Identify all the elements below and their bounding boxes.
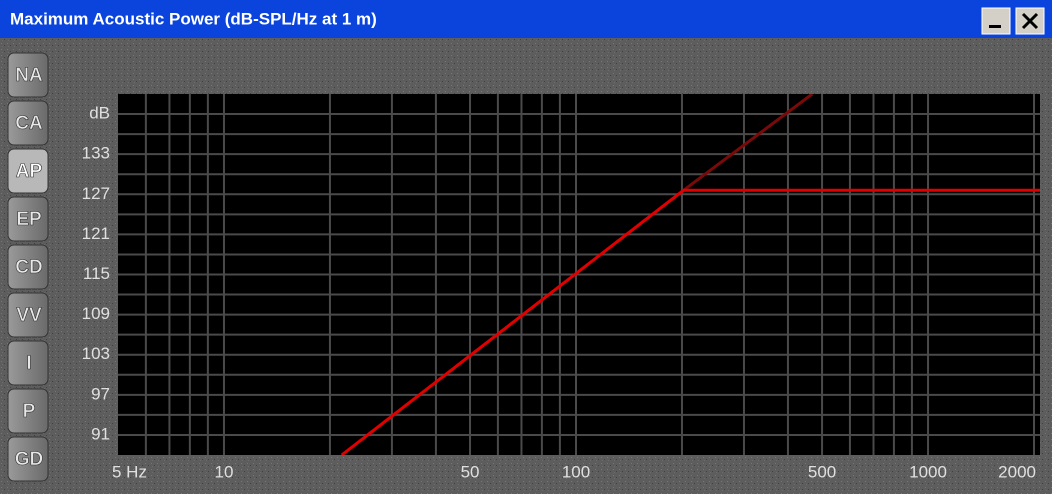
tab-shape <box>7 340 49 386</box>
minimize-button[interactable] <box>981 7 1011 35</box>
y-tick-label: dB <box>89 104 110 123</box>
tab-shape <box>7 388 49 434</box>
tab[interactable]: VV <box>7 292 49 338</box>
tab-label: AP <box>16 161 43 182</box>
tab-shape <box>7 52 49 98</box>
tab-label: VV <box>16 305 42 326</box>
y-tick-label: 121 <box>82 224 110 243</box>
tab-shape <box>7 244 49 290</box>
tab[interactable]: I <box>7 340 49 386</box>
x-tick-label: 2000 <box>998 462 1036 481</box>
tab[interactable]: GD <box>7 436 49 482</box>
tab-label: NA <box>15 65 43 86</box>
x-tick-label: 500 <box>808 462 836 481</box>
y-tick-label: 91 <box>91 424 110 443</box>
tab-label: CA <box>15 113 43 134</box>
tab-shape <box>7 292 49 338</box>
tab-shape <box>7 196 49 242</box>
tab-label: I <box>26 353 31 374</box>
x-tick-label: 5 Hz <box>112 462 147 481</box>
tab-shape <box>7 436 49 482</box>
tab[interactable]: CD <box>7 244 49 290</box>
series-line <box>340 188 1040 455</box>
x-tick-label: 1000 <box>909 462 947 481</box>
y-tick-label: 103 <box>82 344 110 363</box>
y-tick-label: 127 <box>82 184 110 203</box>
tab[interactable]: CA <box>7 100 49 146</box>
close-button[interactable] <box>1015 7 1045 35</box>
tab-shape <box>7 100 49 146</box>
tab[interactable]: NA <box>7 52 49 98</box>
window-title: Maximum Acoustic Power (dB-SPL/Hz at 1 m… <box>10 9 377 28</box>
tab-label: CD <box>15 257 42 278</box>
title-bar <box>0 0 1052 38</box>
tab[interactable]: AP <box>7 148 49 194</box>
tab-label: P <box>23 401 36 422</box>
y-tick-label: 109 <box>82 304 110 323</box>
x-tick-label: 10 <box>215 462 234 481</box>
x-tick-label: 50 <box>461 462 480 481</box>
y-tick-label: 115 <box>83 264 110 283</box>
tab-label: EP <box>16 209 42 230</box>
y-tick-label: 97 <box>91 384 110 403</box>
tab[interactable]: EP <box>7 196 49 242</box>
tab-label: GD <box>15 449 44 470</box>
series-line <box>682 94 814 192</box>
x-tick-label: 100 <box>562 462 590 481</box>
tab-shape <box>7 148 49 194</box>
tab[interactable]: P <box>7 388 49 434</box>
y-tick-label: 133 <box>82 144 110 163</box>
